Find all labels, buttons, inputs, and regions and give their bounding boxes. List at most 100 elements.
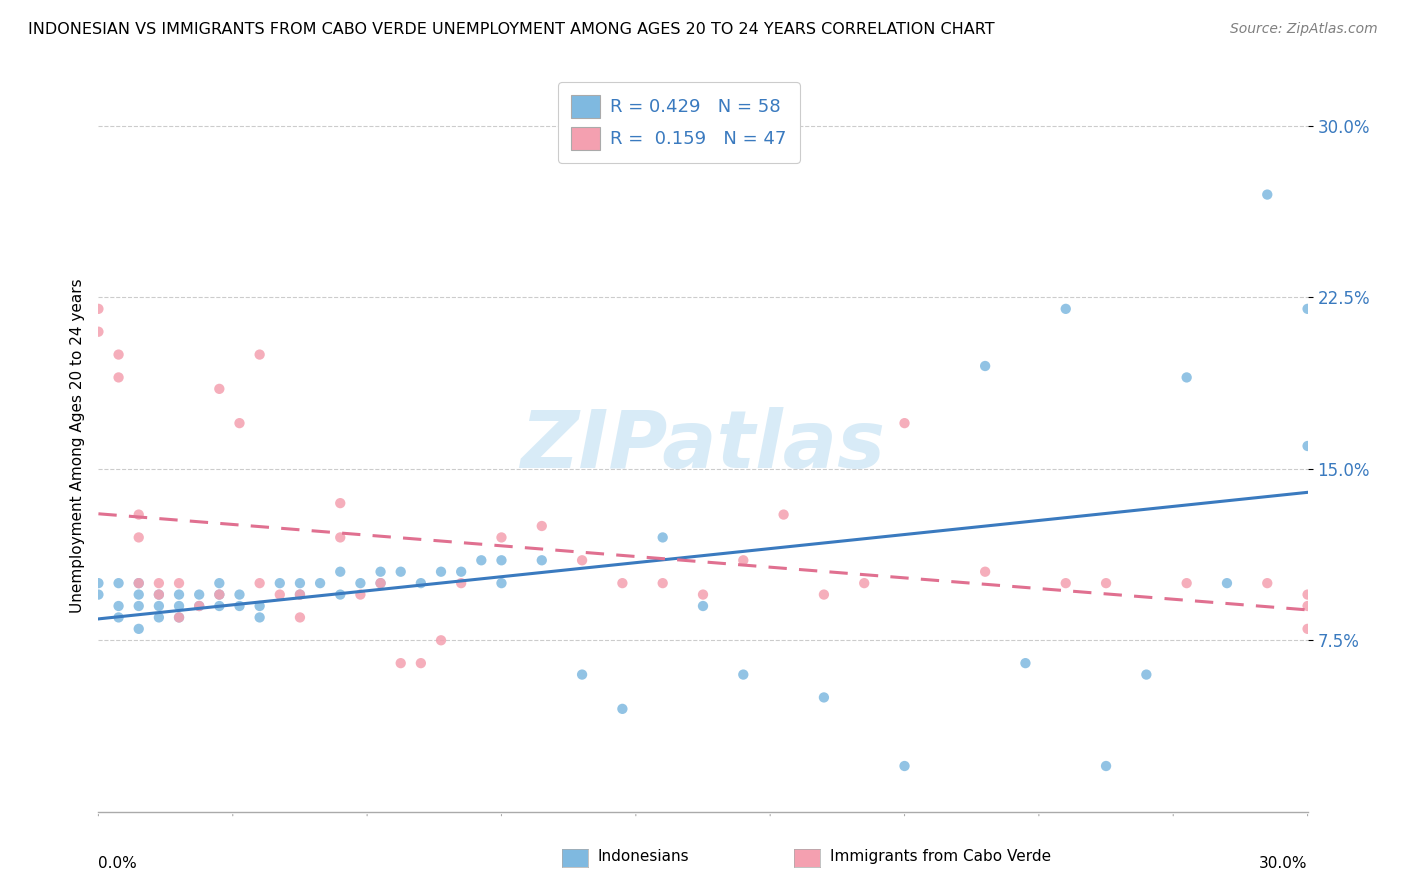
Point bbox=[409, 656, 432, 670]
Point bbox=[450, 565, 472, 579]
Point bbox=[409, 576, 432, 591]
Point bbox=[692, 588, 714, 602]
Point bbox=[87, 301, 110, 316]
Point bbox=[167, 599, 190, 613]
Point bbox=[1095, 576, 1118, 591]
Point bbox=[107, 576, 129, 591]
Point bbox=[1296, 301, 1319, 316]
Point bbox=[87, 576, 110, 591]
Point bbox=[269, 588, 291, 602]
Point bbox=[329, 530, 352, 544]
Text: 0.0%: 0.0% bbox=[98, 855, 138, 871]
Point bbox=[491, 576, 513, 591]
Point bbox=[228, 416, 250, 430]
Point bbox=[772, 508, 794, 522]
Point bbox=[87, 588, 110, 602]
Text: Source: ZipAtlas.com: Source: ZipAtlas.com bbox=[1230, 22, 1378, 37]
Point bbox=[651, 530, 673, 544]
Point bbox=[148, 576, 170, 591]
Point bbox=[1296, 622, 1319, 636]
Point bbox=[1296, 439, 1319, 453]
Point bbox=[249, 610, 271, 624]
Point bbox=[288, 588, 311, 602]
Point bbox=[1296, 588, 1319, 602]
Point bbox=[249, 347, 271, 362]
Point bbox=[269, 576, 291, 591]
Y-axis label: Unemployment Among Ages 20 to 24 years: Unemployment Among Ages 20 to 24 years bbox=[69, 278, 84, 614]
Point bbox=[167, 610, 190, 624]
Point bbox=[288, 576, 311, 591]
Point bbox=[813, 588, 835, 602]
Point bbox=[430, 633, 453, 648]
Point bbox=[128, 622, 150, 636]
Point bbox=[470, 553, 492, 567]
Point bbox=[329, 496, 352, 510]
Text: Indonesians: Indonesians bbox=[598, 849, 689, 863]
Point bbox=[128, 588, 150, 602]
Point bbox=[612, 576, 634, 591]
Point bbox=[128, 530, 150, 544]
Point bbox=[1175, 576, 1198, 591]
Point bbox=[107, 599, 129, 613]
Point bbox=[733, 667, 755, 681]
Point bbox=[249, 599, 271, 613]
Point bbox=[813, 690, 835, 705]
Point bbox=[370, 576, 392, 591]
Point bbox=[148, 588, 170, 602]
Point bbox=[1054, 301, 1077, 316]
Point bbox=[1175, 370, 1198, 384]
Point bbox=[167, 588, 190, 602]
Point bbox=[188, 599, 211, 613]
Text: ZIPatlas: ZIPatlas bbox=[520, 407, 886, 485]
Point bbox=[893, 416, 915, 430]
Point bbox=[389, 656, 412, 670]
Point bbox=[128, 599, 150, 613]
Point bbox=[208, 588, 231, 602]
Text: Immigrants from Cabo Verde: Immigrants from Cabo Verde bbox=[830, 849, 1050, 863]
Point bbox=[370, 565, 392, 579]
Legend: R = 0.429   N = 58, R =  0.159   N = 47: R = 0.429 N = 58, R = 0.159 N = 47 bbox=[558, 82, 800, 162]
Point bbox=[692, 599, 714, 613]
Point bbox=[309, 576, 332, 591]
Point bbox=[1216, 576, 1239, 591]
Point bbox=[1095, 759, 1118, 773]
Text: 30.0%: 30.0% bbox=[1260, 855, 1308, 871]
Point bbox=[974, 565, 997, 579]
Point bbox=[128, 576, 150, 591]
Point bbox=[107, 347, 129, 362]
Point bbox=[128, 508, 150, 522]
Point bbox=[167, 576, 190, 591]
Point bbox=[853, 576, 876, 591]
Point bbox=[370, 576, 392, 591]
Text: INDONESIAN VS IMMIGRANTS FROM CABO VERDE UNEMPLOYMENT AMONG AGES 20 TO 24 YEARS : INDONESIAN VS IMMIGRANTS FROM CABO VERDE… bbox=[28, 22, 995, 37]
Point bbox=[530, 519, 553, 533]
Point bbox=[188, 588, 211, 602]
Point bbox=[228, 588, 250, 602]
Point bbox=[148, 599, 170, 613]
Point bbox=[329, 565, 352, 579]
Point bbox=[128, 576, 150, 591]
Point bbox=[208, 382, 231, 396]
Point bbox=[571, 667, 593, 681]
Point bbox=[491, 553, 513, 567]
Point bbox=[733, 553, 755, 567]
Point bbox=[430, 565, 453, 579]
Point bbox=[228, 599, 250, 613]
Point bbox=[571, 553, 593, 567]
Point bbox=[349, 588, 371, 602]
Point bbox=[491, 530, 513, 544]
Point bbox=[612, 702, 634, 716]
Point bbox=[893, 759, 915, 773]
Point bbox=[208, 576, 231, 591]
Point bbox=[349, 576, 371, 591]
Point bbox=[107, 370, 129, 384]
Point bbox=[208, 588, 231, 602]
Point bbox=[148, 610, 170, 624]
Point bbox=[974, 359, 997, 373]
Point bbox=[530, 553, 553, 567]
Point bbox=[1296, 599, 1319, 613]
Point bbox=[1054, 576, 1077, 591]
Point bbox=[148, 588, 170, 602]
Point bbox=[329, 588, 352, 602]
Point bbox=[1135, 667, 1157, 681]
